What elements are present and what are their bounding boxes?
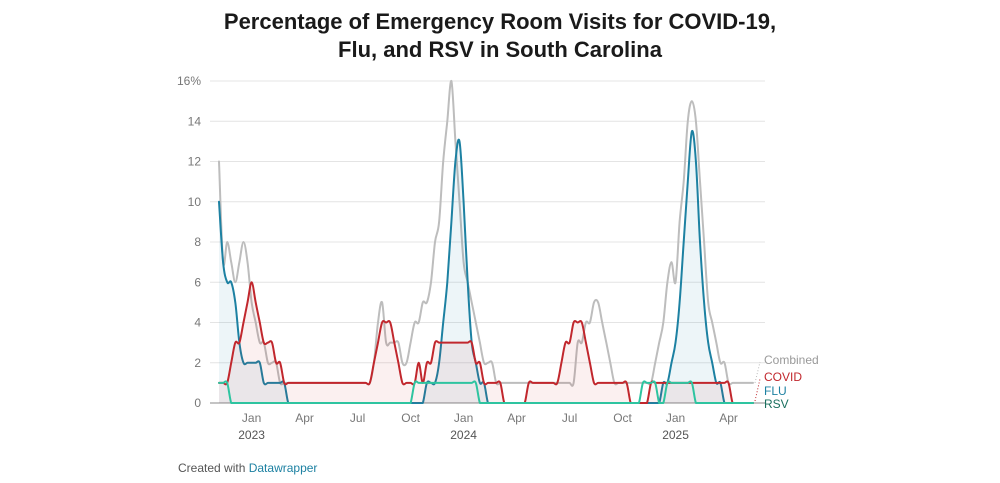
x-year-label: 2024: [450, 428, 477, 442]
y-tick-label: 0: [194, 396, 201, 410]
chart-title-line1: Percentage of Emergency Room Visits for …: [223, 9, 777, 34]
chart-title: Percentage of Emergency Room Visits for …: [0, 8, 1000, 64]
y-tick-label: 16%: [177, 74, 201, 88]
y-tick-label: 8: [194, 235, 201, 249]
covid-line: [218, 281, 754, 404]
x-tick-label: Apr: [719, 411, 738, 425]
x-year-label: 2023: [238, 428, 265, 442]
y-tick-label: 4: [194, 316, 201, 330]
series-label-combined: Combined: [764, 353, 819, 367]
combined-line: [218, 79, 754, 387]
series-label-rsv: RSV: [764, 397, 789, 411]
combined-connector: [754, 361, 761, 383]
flu-area: [219, 130, 753, 403]
y-tick-label: 10: [188, 195, 202, 209]
x-tick-label: Apr: [295, 411, 314, 425]
y-tick-label: 14: [188, 114, 202, 128]
credit-line: Created with Datawrapper: [178, 461, 317, 475]
x-tick-label: Jan: [666, 411, 685, 425]
series-label-flu: FLU: [764, 384, 787, 398]
chart-title-line2: Flu, and RSV in South Carolina: [338, 37, 662, 62]
x-tick-label: Jul: [350, 411, 365, 425]
y-tick-label: 2: [194, 356, 201, 370]
x-tick-label: Oct: [613, 411, 632, 425]
series-label-covid: COVID: [764, 370, 802, 384]
credit-prefix: Created with: [178, 461, 246, 475]
y-tick-label: 12: [188, 155, 202, 169]
x-tick-label: Jul: [562, 411, 577, 425]
x-year-label: 2025: [662, 428, 689, 442]
x-tick-label: Apr: [507, 411, 526, 425]
x-tick-label: Jan: [242, 411, 261, 425]
x-tick-label: Jan: [454, 411, 473, 425]
rsv-line: [218, 380, 754, 404]
covid-connector: [754, 378, 761, 402]
datawrapper-link[interactable]: Datawrapper: [248, 461, 318, 475]
covid-area: [219, 282, 753, 403]
y-tick-label: 6: [194, 275, 201, 289]
x-tick-label: Oct: [401, 411, 420, 425]
